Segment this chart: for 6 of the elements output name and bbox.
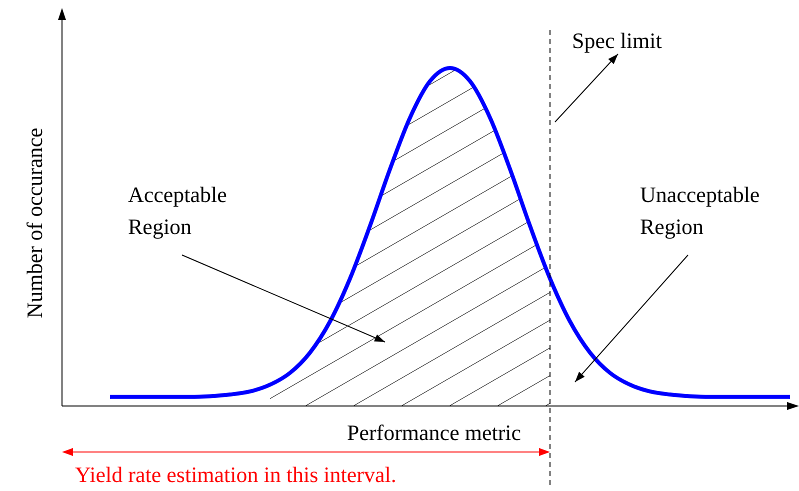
text: Spec limit	[572, 28, 662, 53]
annotation: Unacceptable Region	[640, 182, 760, 239]
text: Yield rate estimation in this interval.	[75, 462, 396, 487]
y-axis-title: Number of occurance	[22, 128, 47, 318]
annotation: Acceptable Region	[128, 182, 227, 239]
x-axis-title: Performance metric	[346, 420, 522, 445]
